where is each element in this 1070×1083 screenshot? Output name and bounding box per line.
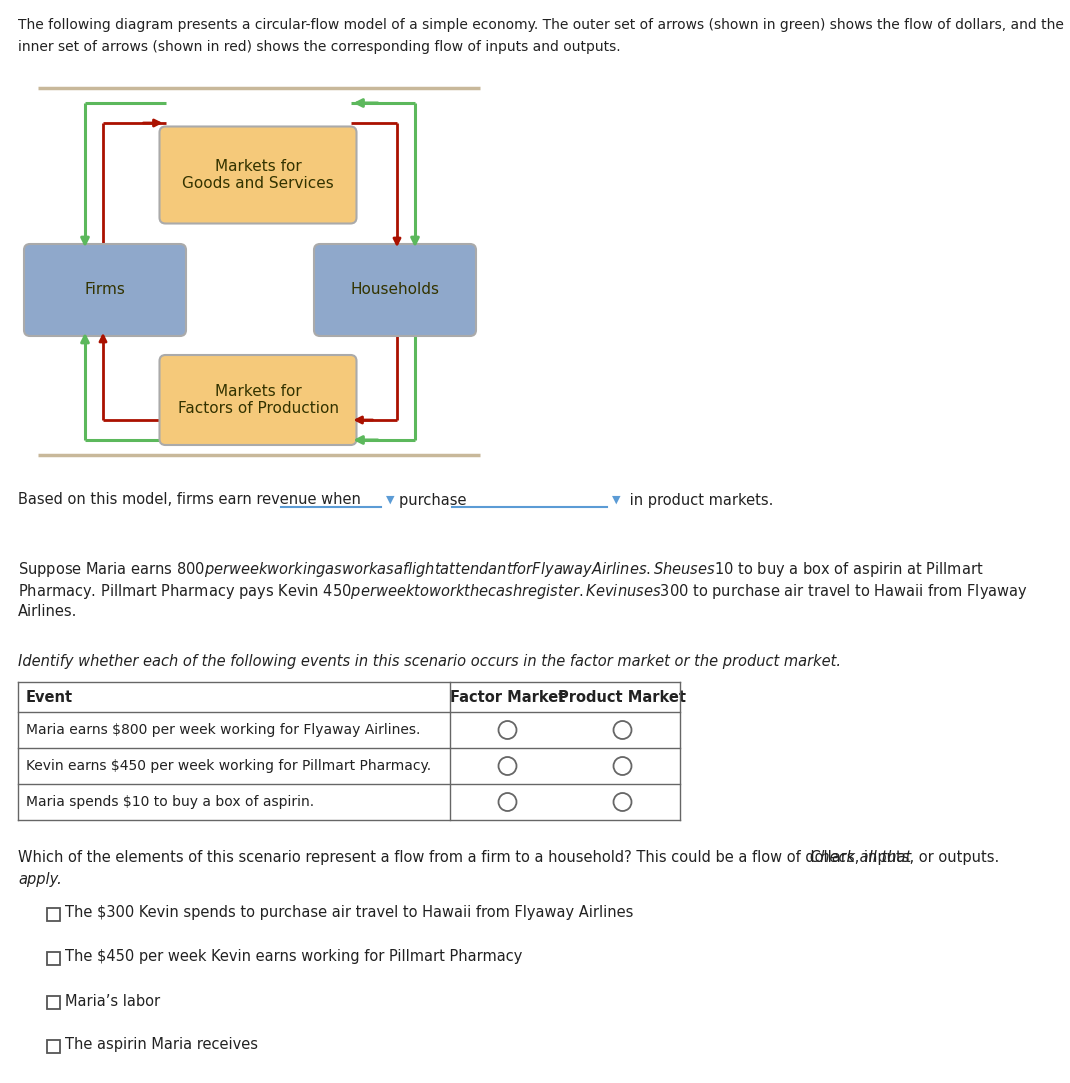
- FancyBboxPatch shape: [47, 952, 60, 965]
- FancyBboxPatch shape: [159, 355, 356, 445]
- Text: Based on this model, firms earn revenue when: Based on this model, firms earn revenue …: [18, 493, 366, 508]
- Text: ▼: ▼: [612, 495, 621, 505]
- Text: Markets for
Factors of Production: Markets for Factors of Production: [178, 383, 338, 416]
- Text: Pharmacy. Pillmart Pharmacy pays Kevin $450 per week to work the cash register. : Pharmacy. Pillmart Pharmacy pays Kevin $…: [18, 582, 1028, 601]
- Text: Check all that: Check all that: [810, 850, 912, 865]
- Text: Maria spends $10 to buy a box of aspirin.: Maria spends $10 to buy a box of aspirin…: [26, 795, 315, 809]
- Text: Factor Market: Factor Market: [449, 690, 565, 705]
- FancyBboxPatch shape: [47, 1040, 60, 1053]
- Text: apply.: apply.: [18, 872, 62, 887]
- Text: Markets for
Goods and Services: Markets for Goods and Services: [182, 159, 334, 192]
- FancyBboxPatch shape: [24, 244, 186, 336]
- FancyBboxPatch shape: [47, 908, 60, 921]
- Text: Product Market: Product Market: [559, 690, 687, 705]
- Text: inner set of arrows (shown in red) shows the corresponding flow of inputs and ou: inner set of arrows (shown in red) shows…: [18, 40, 621, 54]
- Text: Airlines.: Airlines.: [18, 604, 77, 619]
- FancyBboxPatch shape: [47, 995, 60, 1008]
- Text: in product markets.: in product markets.: [625, 493, 774, 508]
- Text: Firms: Firms: [85, 283, 125, 298]
- Text: Suppose Maria earns $800 per week working as work as a flight attendant for Flya: Suppose Maria earns $800 per week workin…: [18, 560, 983, 579]
- Text: Maria’s labor: Maria’s labor: [65, 993, 160, 1008]
- Text: The following diagram presents a circular-flow model of a simple economy. The ou: The following diagram presents a circula…: [18, 18, 1064, 32]
- Text: ▼: ▼: [386, 495, 395, 505]
- Text: Households: Households: [351, 283, 440, 298]
- FancyBboxPatch shape: [159, 127, 356, 223]
- Text: Identify whether each of the following events in this scenario occurs in the fac: Identify whether each of the following e…: [18, 654, 841, 669]
- Text: Kevin earns $450 per week working for Pillmart Pharmacy.: Kevin earns $450 per week working for Pi…: [26, 759, 431, 773]
- Text: The $450 per week Kevin earns working for Pillmart Pharmacy: The $450 per week Kevin earns working fo…: [65, 950, 522, 965]
- Text: The $300 Kevin spends to purchase air travel to Hawaii from Flyaway Airlines: The $300 Kevin spends to purchase air tr…: [65, 905, 633, 921]
- Text: Which of the elements of this scenario represent a flow from a firm to a househo: Which of the elements of this scenario r…: [18, 850, 1004, 865]
- Text: Event: Event: [26, 690, 73, 705]
- Text: purchase: purchase: [399, 493, 472, 508]
- Text: Maria earns $800 per week working for Flyaway Airlines.: Maria earns $800 per week working for Fl…: [26, 723, 421, 738]
- FancyBboxPatch shape: [314, 244, 476, 336]
- Text: The aspirin Maria receives: The aspirin Maria receives: [65, 1038, 258, 1053]
